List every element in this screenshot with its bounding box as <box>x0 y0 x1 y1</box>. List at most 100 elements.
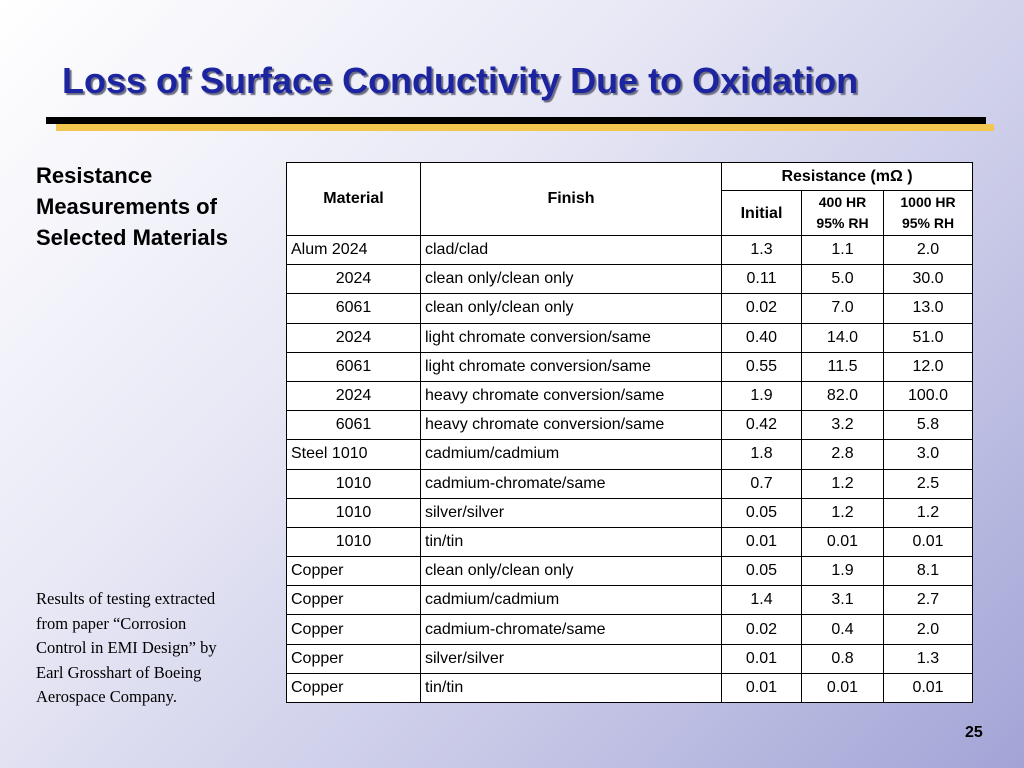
table-row: 6061 clean only/clean only 0.02 7.0 13.0 <box>286 293 974 324</box>
cell-400hr: 0.8 <box>801 643 884 674</box>
table-row: Copper silver/silver 0.01 0.8 1.3 <box>286 643 974 674</box>
resistance-table: Material Finish Resistance (mΩ ) Initial… <box>286 162 974 704</box>
cell-initial: 0.11 <box>721 264 802 295</box>
cell-material: 1010 <box>286 526 421 558</box>
cell-initial: 1.4 <box>721 585 802 616</box>
table-row: Alum 2024 clad/clad 1.3 1.1 2.0 <box>286 234 974 266</box>
note-line: from paper “Corrosion <box>36 613 187 633</box>
cell-400hr: 3.2 <box>801 410 884 441</box>
cell-material: 6061 <box>286 351 421 382</box>
cell-material: 2024 <box>286 380 421 412</box>
cell-material: Alum 2024 <box>286 234 421 266</box>
cell-material: Copper <box>286 614 421 645</box>
header-1000hr: 1000 HR 95% RH <box>882 190 974 236</box>
cell-finish: clean only/clean only <box>420 293 722 324</box>
cell-initial: 0.05 <box>721 497 802 528</box>
table-row: 6061 light chromate conversion/same 0.55 11… <box>286 351 974 382</box>
header-finish: Finish <box>420 162 722 236</box>
cell-material: Copper <box>286 585 421 616</box>
cell-1000hr: 0.01 <box>882 526 974 558</box>
cell-1000hr: 2.0 <box>882 614 974 645</box>
table-row: 2024 light chromate conversion/same 0.40 14… <box>286 322 974 353</box>
cell-400hr: 1.2 <box>801 468 884 499</box>
table-row: Copper clean only/clean only 0.05 1.9 8.1 <box>286 556 974 587</box>
table-row: Copper tin/tin 0.01 0.01 0.01 <box>286 672 974 704</box>
cell-material: Steel 1010 <box>286 439 421 470</box>
title-rule <box>46 117 986 124</box>
header-1000hr-line1: 1000 HR <box>900 194 956 210</box>
source-note: Results of testing extracted from paper … <box>36 587 281 710</box>
cell-1000hr: 51.0 <box>882 322 974 353</box>
table-row: Copper cadmium-chromate/same 0.02 0.4 2.0 <box>286 614 974 645</box>
cell-finish: clad/clad <box>420 234 722 266</box>
page-number: 25 <box>965 724 983 741</box>
cell-400hr: 14.0 <box>801 322 884 353</box>
table-row: 1010 silver/silver 0.05 1.2 1.2 <box>286 497 974 528</box>
cell-400hr: 11.5 <box>801 351 884 382</box>
header-400hr-line1: 400 HR <box>818 194 867 210</box>
note-line: Results of testing extracted <box>36 589 216 608</box>
table-row: 2024 clean only/clean only 0.11 5.0 30.0 <box>286 264 974 295</box>
table-row: Copper cadmium/cadmium 1.4 3.1 2.7 <box>286 585 974 616</box>
slide-title: Loss of Surface Conductivity Due to Oxid… <box>62 60 859 101</box>
cell-material: 6061 <box>286 410 421 441</box>
note-line: Control in EMI Design” by <box>36 638 217 657</box>
cell-finish: cadmium-chromate/same <box>420 468 722 499</box>
cell-400hr: 2.8 <box>801 439 884 470</box>
cell-finish: silver/silver <box>420 497 722 528</box>
cell-initial: 0.55 <box>721 351 802 382</box>
cell-initial: 0.40 <box>721 322 802 353</box>
cell-material: 1010 <box>286 468 421 499</box>
cell-initial: 0.7 <box>721 468 802 499</box>
cell-material: Copper <box>286 556 421 587</box>
note-line: Aerospace Company. <box>36 687 177 706</box>
cell-400hr: 82.0 <box>801 380 884 412</box>
cell-1000hr: 2.0 <box>882 234 974 266</box>
table-row: Steel 1010 cadmium/cadmium 1.8 2.8 3.0 <box>286 439 974 470</box>
cell-finish: light chromate conversion/same <box>420 322 722 353</box>
cell-initial: 0.01 <box>721 672 802 704</box>
header-initial: Initial <box>721 190 802 236</box>
cell-1000hr: 5.8 <box>882 410 974 441</box>
cell-1000hr: 30.0 <box>882 264 974 295</box>
cell-400hr: 0.4 <box>801 614 884 645</box>
cell-initial: 0.02 <box>721 293 802 324</box>
table-row: 1010 tin/tin 0.01 0.01 0.01 <box>286 526 974 558</box>
cell-1000hr: 0.01 <box>882 672 974 704</box>
table-row: 1010 cadmium-chromate/same 0.7 1.2 2.5 <box>286 468 974 499</box>
cell-400hr: 1.2 <box>801 497 884 528</box>
cell-material: 2024 <box>286 322 421 353</box>
header-400hr: 400 HR 95% RH <box>801 190 884 236</box>
cell-finish: tin/tin <box>420 526 722 558</box>
header-1000hr-line2: 95% RH <box>901 215 955 231</box>
cell-finish: light chromate conversion/same <box>420 351 722 382</box>
cell-1000hr: 100.0 <box>882 380 974 412</box>
cell-material: 2024 <box>286 264 421 295</box>
cell-finish: heavy chromate conversion/same <box>420 380 722 412</box>
header-400hr-line2: 95% RH <box>816 215 869 231</box>
cell-initial: 1.8 <box>721 439 802 470</box>
subtitle-line: Measurements of <box>36 194 217 219</box>
header-resistance: Resistance (mΩ ) <box>720 162 974 191</box>
note-line: Earl Grosshart of Boeing <box>36 662 202 682</box>
cell-400hr: 0.01 <box>801 526 884 558</box>
cell-1000hr: 1.3 <box>882 643 974 674</box>
table-body: Alum 2024 clad/clad 1.3 1.1 2.0 2024 clean onl… <box>286 234 974 704</box>
header-material: Material <box>286 162 421 236</box>
cell-400hr: 1.1 <box>801 234 884 266</box>
table-row: 6061 heavy chromate conversion/same 0.42 3.… <box>286 410 974 441</box>
cell-finish: silver/silver <box>420 643 722 674</box>
cell-finish: tin/tin <box>420 672 722 704</box>
cell-initial: 0.01 <box>721 643 802 674</box>
cell-finish: cadmium/cadmium <box>420 585 722 616</box>
cell-1000hr: 8.1 <box>882 556 974 587</box>
subtitle-line: Selected Materials <box>36 225 228 250</box>
table-row: 2024 heavy chromate conversion/same 1.9 82.… <box>286 380 974 412</box>
cell-1000hr: 2.5 <box>882 468 974 499</box>
cell-1000hr: 1.2 <box>882 497 974 528</box>
cell-material: Copper <box>286 672 421 704</box>
cell-material: 6061 <box>286 293 421 324</box>
cell-initial: 0.01 <box>721 526 802 558</box>
cell-initial: 0.05 <box>721 556 802 587</box>
cell-400hr: 1.9 <box>801 556 884 587</box>
